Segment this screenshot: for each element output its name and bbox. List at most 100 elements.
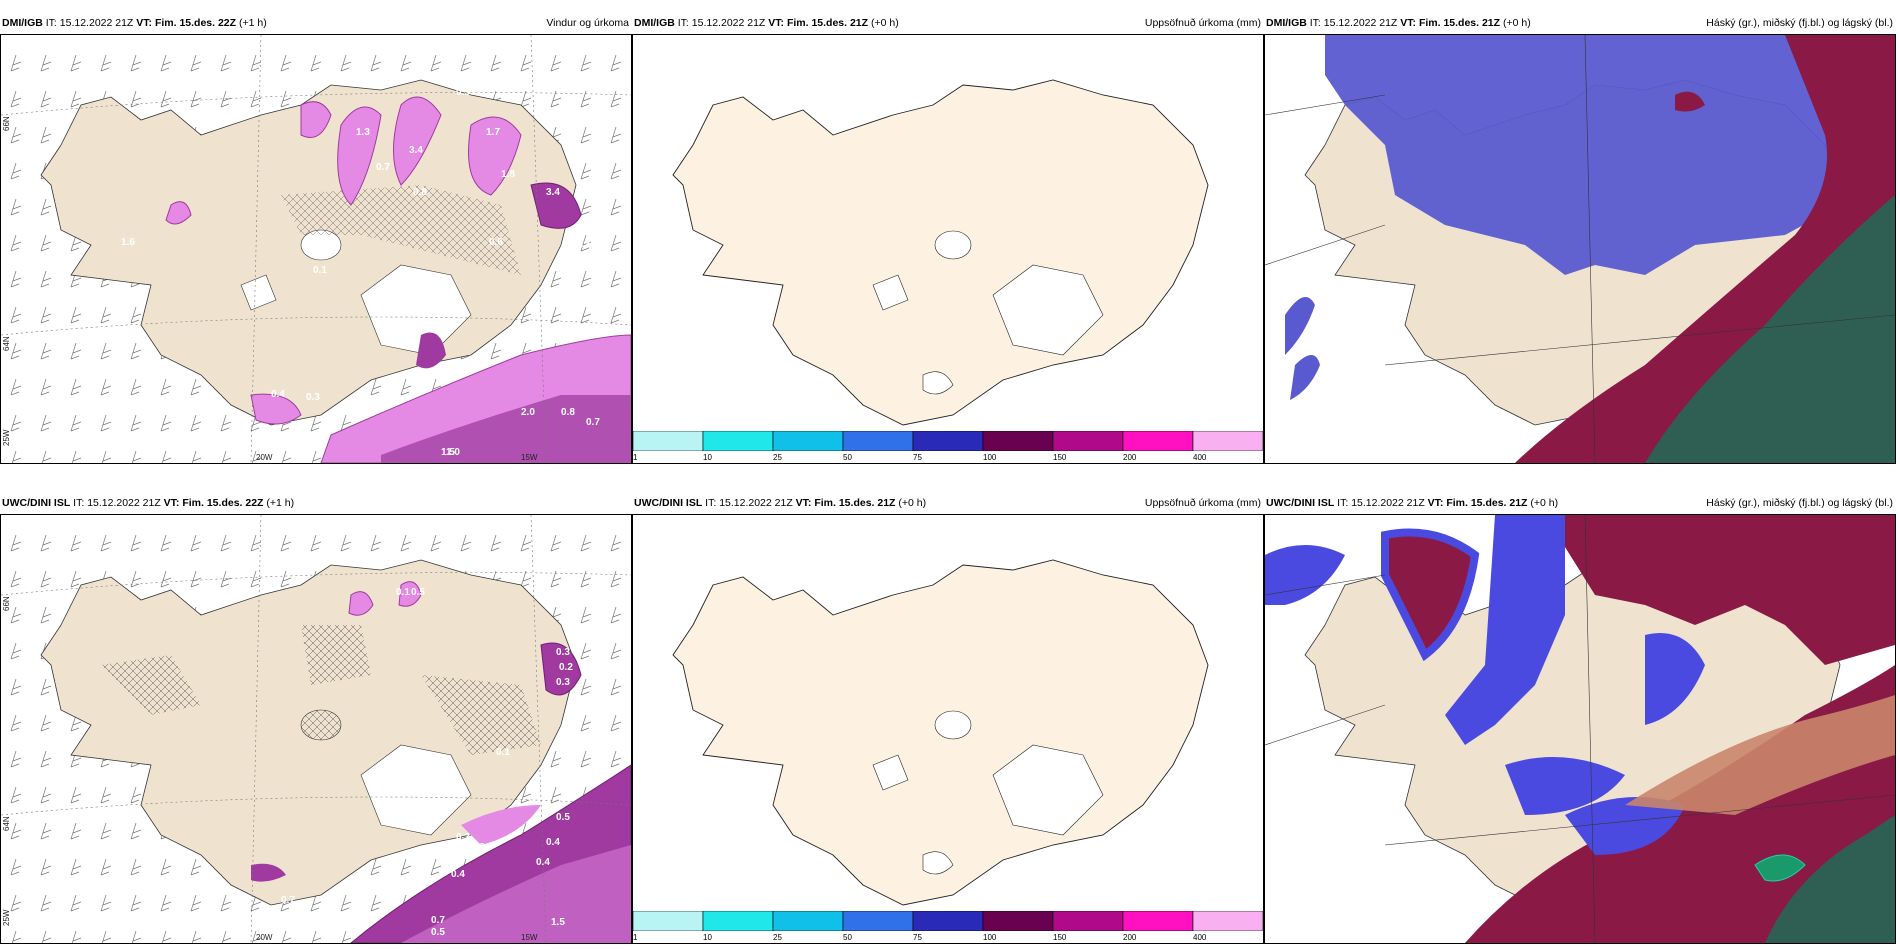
wind-barb [71,930,82,943]
wind-barb [610,678,622,696]
init-time: 15.12.2022 21Z [87,497,161,509]
wind-barb [520,534,532,552]
wind-barb [130,306,142,324]
precip-fields [251,581,631,943]
precip-value-label: 1.7 [486,127,500,138]
wind-barb [550,90,562,108]
colorbar-tick-label: 1 [633,933,638,942]
grid-lines [1,515,631,943]
wind-barb [280,534,292,552]
wind-barb [130,342,142,360]
wind-barb [190,54,202,72]
wind-barb [40,606,52,624]
model-name: DMI/IGB [1266,17,1307,29]
wind-barb [220,54,232,72]
panel-header: DMI/IGB IT: 15.12.2022 21Z VT: Fim. 15.d… [1265,14,1895,32]
wind-barb [100,858,112,876]
colorbar-swatch [1122,431,1194,451]
panel-wind-precip-dmi: DMI/IGB IT: 15.12.2022 21Z VT: Fim. 15.d… [0,17,632,464]
wind-barb [610,54,622,72]
precip-value-label: 1.5 [551,917,565,928]
high-cloud-area [1645,195,1895,463]
lon-label-20w: 20W [256,453,273,462]
wind-barb [40,306,52,324]
precip-value-label: 1.8 [501,169,515,180]
wind-barb [250,54,262,72]
wind-barb [40,714,52,732]
precip-value-label: 0.3 [306,392,320,403]
wind-barb [310,54,322,72]
colorbar-tick-label: 200 [1123,933,1137,942]
colorbar-swatch [633,431,704,451]
low-cloud-area [1445,515,1565,745]
valid-time: Fim. 15.des. 21Z [1446,497,1528,509]
lead-time: (+0 h) [1530,497,1559,509]
colorbar-swatch [1052,911,1124,931]
wind-barb [220,534,232,552]
wind-barb [400,858,412,876]
wind-barb [610,126,622,144]
wind-barb [10,198,22,216]
precip-value-label: 0.8 [413,187,427,198]
precip-value-label: 3.4 [409,145,423,156]
colorbar-swatch [912,431,984,451]
wind-barb [250,894,262,912]
colorbar-tick-label: 400 [1193,933,1207,942]
wind-barb [161,930,172,943]
wind-barb [580,126,592,144]
colorbar-ticks: 1 10 25 50 75 100 150 200 400 [633,453,1263,465]
grid-lines [1,35,631,463]
wind-barb [10,90,22,108]
wind-barb [340,54,352,72]
wind-barb [610,270,622,288]
precip-value-labels: 0.1 0.50.30.20.30.10.50.40.40.30.30.40.70… [281,587,573,938]
wind-barb [10,54,22,72]
wind-barb [430,534,442,552]
wind-barb [520,786,532,804]
precip-value-label: 0.1 [496,747,510,758]
precip-value-label: 0.1 [396,587,410,598]
wind-barb [190,570,202,588]
wind-barb [190,894,202,912]
wind-barb [550,570,562,588]
map-accum-precip [633,35,1263,463]
wind-barb [40,534,52,552]
panel-header: DMI/IGB IT: 15.12.2022 21Z VT: Fim. 15.d… [633,14,1263,32]
wind-barb [10,126,22,144]
wind-barb [10,234,22,252]
wind-barb [490,534,502,552]
colorbar-swatch [633,911,704,931]
panel-header: UWC/DINI ISL IT: 15.12.2022 21Z VT: Fim.… [2,497,295,509]
wind-barb [100,534,112,552]
colorbar-swatch [912,911,984,931]
precip-value-label: 3.4 [546,187,560,198]
wind-barb [100,822,112,840]
wind-barb [40,342,52,360]
wind-barb [341,930,352,943]
precip-value-label: 0.5 [411,587,425,598]
colorbar-swatch [702,911,774,931]
wind-barb [460,534,472,552]
low-cloud-area [1325,35,1895,275]
precip-value-label: 2.0 [521,407,535,418]
colorbar-tick-label: 75 [913,453,922,462]
wind-barb [610,570,622,588]
precip-value-label: 0.5 [556,812,570,823]
colorbar-swatch [702,431,774,451]
precip-value-label: 0.3 [456,832,470,843]
wind-barb [160,858,172,876]
precip-value-label: 0.4 [271,389,285,400]
wind-barb [400,378,412,396]
wind-barb [10,570,22,588]
wind-barb [70,534,82,552]
wind-barb [10,270,22,288]
wind-barb [10,306,22,324]
wind-barb [220,894,232,912]
wind-barb [190,414,202,432]
wind-barb [160,414,172,432]
wind-barb [10,162,22,180]
wind-barb [131,450,142,463]
map-wind-precip: 0.1 0.50.30.20.30.10.50.40.40.30.30.40.70… [1,515,631,943]
colorbar-tick-label: 50 [843,453,852,462]
wind-barb [250,570,262,588]
